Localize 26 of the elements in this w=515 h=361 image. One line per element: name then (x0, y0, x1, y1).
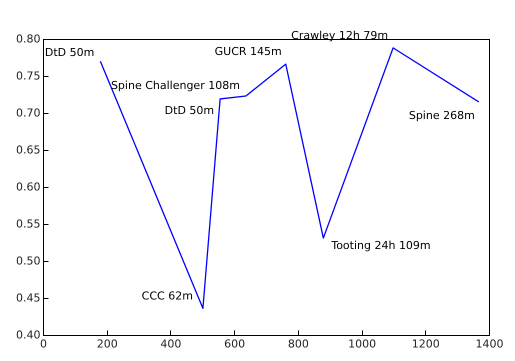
annotation: Spine Challenger 108m (110, 78, 240, 92)
annotation: Tooting 24h 109m (330, 239, 431, 252)
line-series (100, 47, 480, 310)
y-tick-label: 0.45 (16, 292, 40, 304)
x-tick-label: 800 (288, 338, 309, 350)
y-tick-label: 0.55 (16, 218, 40, 230)
x-tick-label: 200 (96, 338, 118, 350)
y-tick-label: 0.80 (16, 32, 40, 46)
annotation: Spine 268m (408, 108, 475, 122)
annotation: GUCR 145m (214, 45, 282, 58)
y-tick-label: 0.40 (16, 328, 40, 342)
x-tick-label: 1400 (476, 338, 504, 350)
annotation: CCC 62m (142, 289, 193, 302)
x-tick-label: 0 (40, 338, 47, 350)
annotation: DtD 50m (44, 46, 94, 60)
y-tick-label: 0.75 (16, 70, 40, 82)
x-tick-label: 1000 (348, 338, 376, 350)
annotation: Crawley 12h 79m (291, 28, 388, 42)
y-tick-label: 0.70 (16, 106, 40, 120)
x-tick-label: 600 (224, 338, 246, 350)
y-tick-label: 0.50 (16, 254, 40, 268)
y-tick-label: 0.65 (16, 144, 40, 156)
annotation: DtD 50m (164, 104, 214, 117)
x-tick-label: 400 (160, 338, 182, 350)
x-tick-label: 1200 (412, 338, 440, 350)
y-tick-label: 0.60 (16, 180, 40, 194)
